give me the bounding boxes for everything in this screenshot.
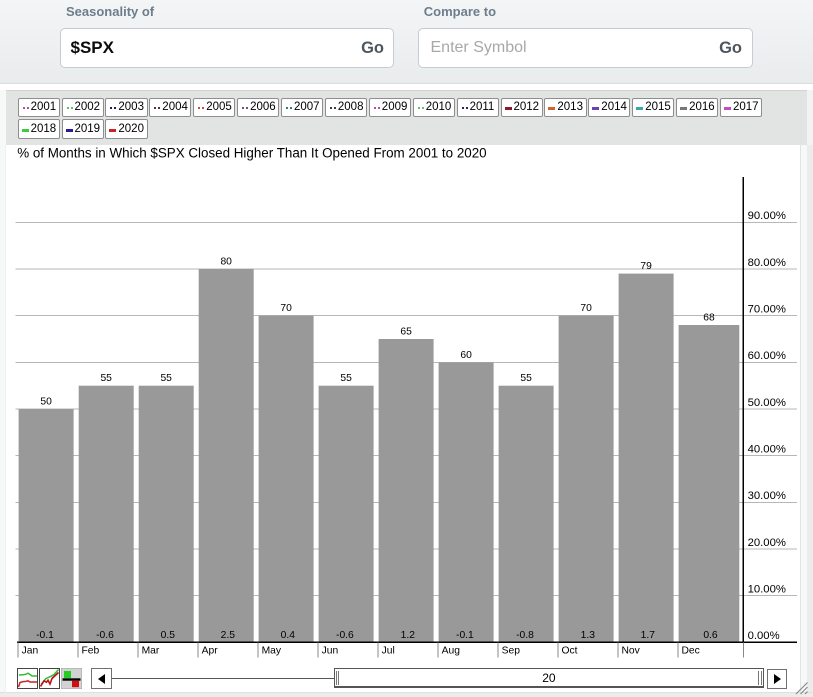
svg-text:68: 68 <box>703 313 715 324</box>
svg-text:% of Months in Which $SPX Clos: % of Months in Which $SPX Closed Higher … <box>17 146 486 161</box>
svg-text:1.7: 1.7 <box>641 630 656 641</box>
svg-text:55: 55 <box>160 373 172 384</box>
svg-text:65: 65 <box>400 327 412 338</box>
svg-text:60: 60 <box>460 350 472 361</box>
svg-text:80.00%: 80.00% <box>748 257 786 269</box>
svg-text:Nov: Nov <box>622 645 641 656</box>
svg-text:Feb: Feb <box>82 645 100 656</box>
svg-text:0.5: 0.5 <box>161 630 176 641</box>
svg-text:Jun: Jun <box>322 645 339 656</box>
svg-text:0.00%: 0.00% <box>748 630 780 642</box>
svg-text:1.3: 1.3 <box>581 630 596 641</box>
svg-text:70: 70 <box>580 303 592 314</box>
svg-text:55: 55 <box>340 373 352 384</box>
svg-text:20.00%: 20.00% <box>748 537 786 549</box>
svg-text:Apr: Apr <box>202 645 219 656</box>
svg-text:Dec: Dec <box>682 645 700 656</box>
svg-text:May: May <box>262 645 282 656</box>
svg-text:-0.6: -0.6 <box>336 630 354 641</box>
svg-text:Jul: Jul <box>382 645 395 656</box>
svg-text:1.2: 1.2 <box>401 630 416 641</box>
svg-text:Aug: Aug <box>442 645 461 656</box>
svg-text:70: 70 <box>280 303 292 314</box>
svg-text:0.4: 0.4 <box>281 630 296 641</box>
svg-text:80: 80 <box>220 257 232 268</box>
svg-text:50.00%: 50.00% <box>748 397 786 409</box>
svg-text:-0.1: -0.1 <box>456 630 474 641</box>
svg-text:40.00%: 40.00% <box>748 444 786 456</box>
svg-text:Sep: Sep <box>502 645 521 656</box>
svg-text:90.00%: 90.00% <box>748 210 786 222</box>
svg-text:-0.6: -0.6 <box>96 630 114 641</box>
svg-text:Mar: Mar <box>142 645 160 656</box>
svg-text:Oct: Oct <box>562 645 578 656</box>
svg-text:0.6: 0.6 <box>703 630 718 641</box>
svg-text:-0.8: -0.8 <box>516 630 534 641</box>
svg-text:50: 50 <box>40 397 52 408</box>
svg-text:55: 55 <box>520 373 532 384</box>
svg-text:30.00%: 30.00% <box>748 490 786 502</box>
svg-text:2.5: 2.5 <box>221 630 236 641</box>
svg-text:Jan: Jan <box>22 645 39 656</box>
svg-text:-0.1: -0.1 <box>36 630 54 641</box>
svg-text:10.00%: 10.00% <box>748 584 786 596</box>
svg-text:55: 55 <box>100 373 112 384</box>
svg-text:79: 79 <box>640 261 652 272</box>
svg-text:70.00%: 70.00% <box>748 303 786 315</box>
svg-text:60.00%: 60.00% <box>748 350 786 362</box>
